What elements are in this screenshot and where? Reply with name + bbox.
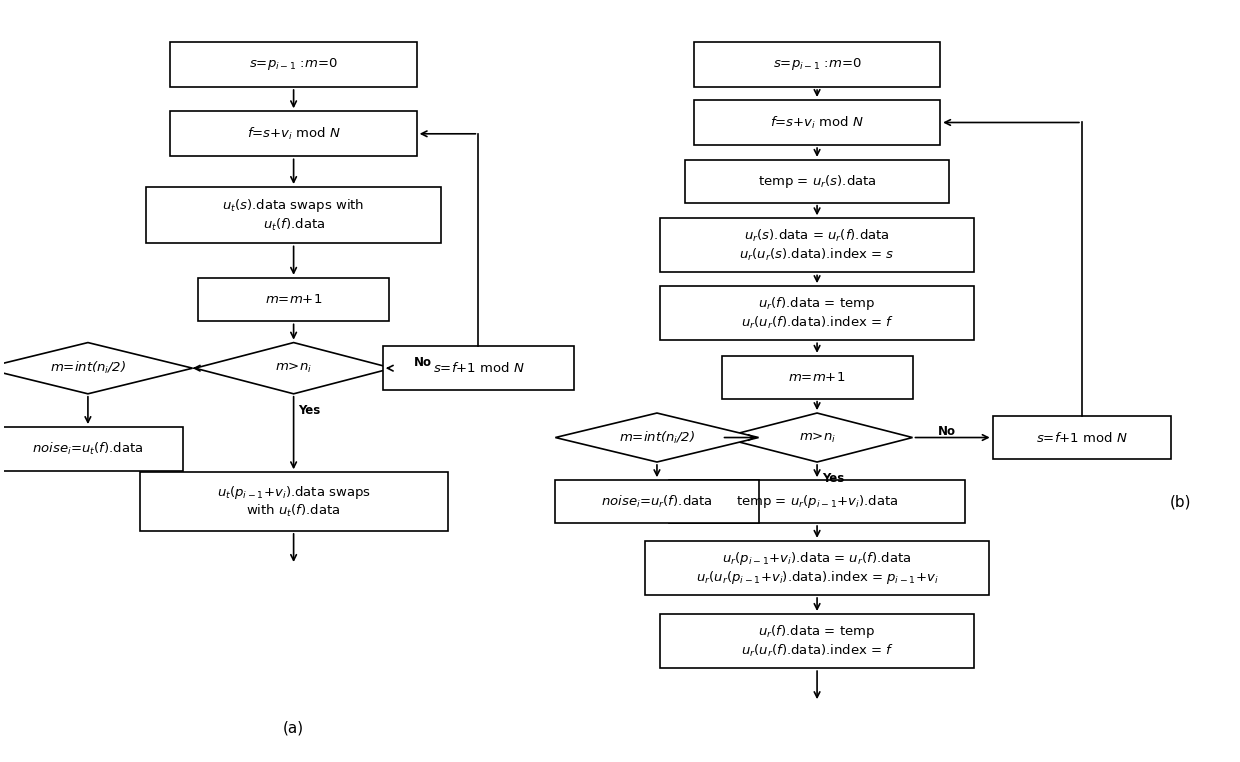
Text: $s$=$p_{i-1}$ :$m$=0: $s$=$p_{i-1}$ :$m$=0 bbox=[249, 56, 339, 72]
Bar bbox=[198, 277, 389, 322]
Text: $m$=$m$+1: $m$=$m$+1 bbox=[789, 371, 846, 384]
Text: Yes: Yes bbox=[822, 472, 844, 485]
Bar bbox=[140, 472, 448, 531]
Text: $u_t(s)$.data swaps with
$u_t(f)$.data: $u_t(s)$.data swaps with $u_t(f)$.data bbox=[222, 197, 365, 233]
Bar bbox=[383, 347, 574, 390]
Text: $s$=$f$+1 mod $N$: $s$=$f$+1 mod $N$ bbox=[433, 361, 525, 375]
Text: $s$=$f$+1 mod $N$: $s$=$f$+1 mod $N$ bbox=[1037, 431, 1127, 444]
Text: $u_r$($f$).data = temp
$u_r$($u_r$($f$).data).index = $f$: $u_r$($f$).data = temp $u_r$($u_r$($f$).… bbox=[740, 623, 894, 659]
Bar bbox=[684, 160, 950, 203]
Text: $m$>$n_i$: $m$>$n_i$ bbox=[799, 431, 836, 444]
Bar bbox=[992, 416, 1171, 459]
Text: $u_r$($s$).data = $u_r$($f$).data
$u_r$($u_r$($s$).data).index = $s$: $u_r$($s$).data = $u_r$($f$).data $u_r$(… bbox=[739, 228, 895, 263]
Text: No: No bbox=[414, 356, 432, 369]
Bar bbox=[660, 218, 975, 273]
Polygon shape bbox=[556, 413, 759, 462]
Bar bbox=[170, 42, 417, 87]
Text: Yes: Yes bbox=[299, 404, 321, 417]
Text: $f$=$s$+$v_i$ mod $N$: $f$=$s$+$v_i$ mod $N$ bbox=[770, 114, 864, 130]
Text: $m$=int($n_i$/2): $m$=int($n_i$/2) bbox=[619, 430, 694, 446]
Bar bbox=[660, 286, 975, 341]
Text: $noise_i$=$u_r$($f$).data: $noise_i$=$u_r$($f$).data bbox=[601, 494, 713, 510]
Bar bbox=[660, 614, 975, 668]
Text: $f$=$s$+$v_i$ mod $N$: $f$=$s$+$v_i$ mod $N$ bbox=[247, 126, 341, 142]
Bar bbox=[694, 42, 940, 87]
Text: temp = $u_r$($p_{i-1}$+$v_i$).data: temp = $u_r$($p_{i-1}$+$v_i$).data bbox=[735, 493, 898, 510]
Text: No: No bbox=[937, 425, 956, 438]
Bar bbox=[146, 187, 441, 243]
Text: temp = $u_r$($s$).data: temp = $u_r$($s$).data bbox=[758, 173, 877, 190]
Text: $u_r$($f$).data = temp
$u_r$($u_r$($f$).data).index = $f$: $u_r$($f$).data = temp $u_r$($u_r$($f$).… bbox=[740, 296, 894, 331]
Text: $u_r$($p_{i-1}$+$v_i$).data = $u_r$($f$).data
$u_r$($u_r$($p_{i-1}$+$v_i$).data): $u_r$($p_{i-1}$+$v_i$).data = $u_r$($f$)… bbox=[696, 549, 939, 586]
Polygon shape bbox=[195, 343, 392, 394]
Bar bbox=[694, 100, 940, 145]
Text: (a): (a) bbox=[283, 720, 304, 735]
Polygon shape bbox=[0, 343, 192, 394]
Text: $u_t$($p_{i-1}$+$v_i$).data swaps
with $u_t$($f$).data: $u_t$($p_{i-1}$+$v_i$).data swaps with $… bbox=[217, 484, 371, 520]
Text: $m$>$n_i$: $m$>$n_i$ bbox=[275, 361, 312, 375]
Bar bbox=[670, 480, 965, 523]
Text: $m$=int($n_i$/2): $m$=int($n_i$/2) bbox=[50, 360, 126, 376]
Bar bbox=[645, 541, 990, 595]
Bar bbox=[170, 111, 417, 156]
Text: $noise_i$=$u_t$($f$).data: $noise_i$=$u_t$($f$).data bbox=[32, 440, 144, 457]
Bar bbox=[722, 356, 913, 399]
Bar bbox=[0, 427, 184, 471]
Text: $s$=$p_{i-1}$ :$m$=0: $s$=$p_{i-1}$ :$m$=0 bbox=[773, 56, 862, 72]
Text: (b): (b) bbox=[1169, 494, 1192, 509]
Polygon shape bbox=[722, 413, 913, 462]
Text: $m$=$m$+1: $m$=$m$+1 bbox=[265, 293, 322, 306]
Bar bbox=[556, 480, 759, 523]
